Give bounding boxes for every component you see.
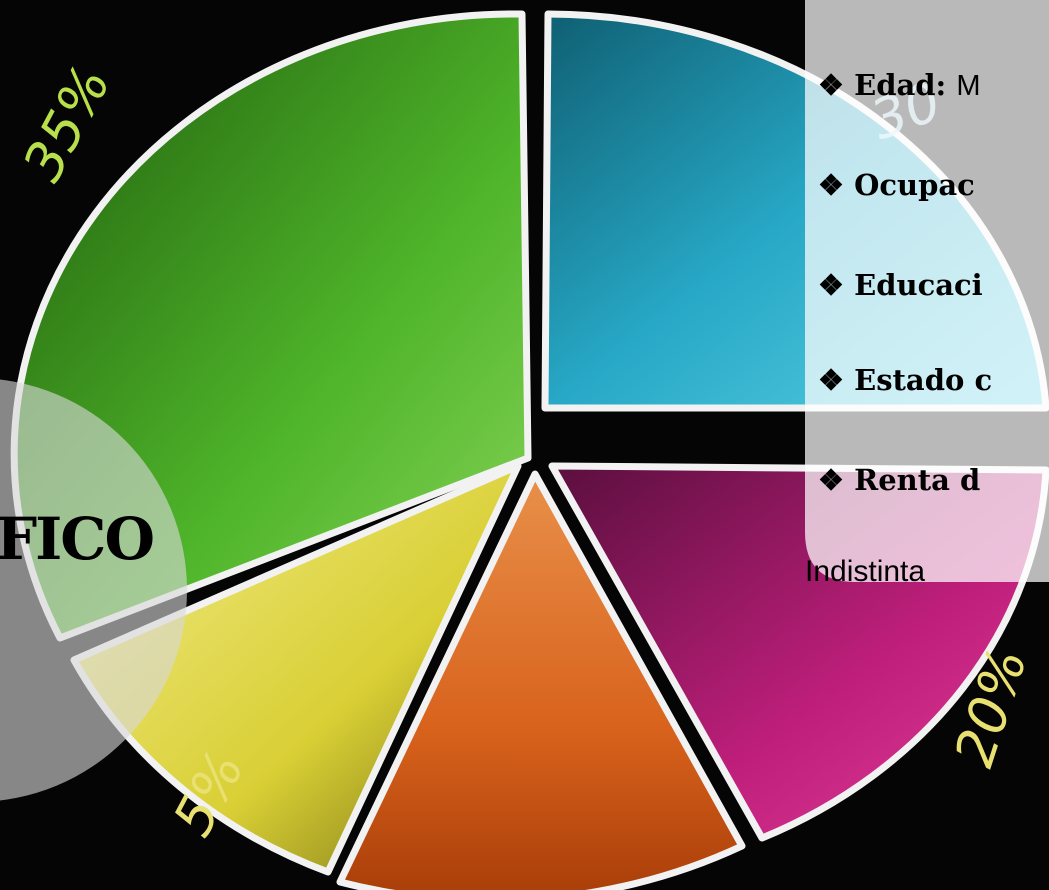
bullet-marker: ❖ <box>818 168 844 202</box>
title-circle <box>0 379 187 801</box>
bullet: ❖ Ocupac <box>818 168 975 202</box>
bullet: ❖ Renta d <box>818 463 980 497</box>
bullet-label: Educaci <box>854 268 983 302</box>
bullet-label: Estado c <box>854 363 993 397</box>
bullet-text: M <box>956 70 981 102</box>
bullet-marker: ❖ <box>818 68 844 102</box>
bullet-label: Ocupac <box>854 168 975 202</box>
bullet-label: Renta d <box>854 463 981 497</box>
bullet-continuation: Indistinta <box>805 555 926 588</box>
text-panel <box>805 0 1049 582</box>
bullet-marker: ❖ <box>818 363 844 397</box>
bullet-label: Edad: <box>854 68 947 102</box>
bullet: ❖ Edad: M <box>818 68 981 103</box>
bullet: ❖ Estado c <box>818 363 992 397</box>
bullet-marker: ❖ <box>818 463 844 497</box>
pie-slice <box>336 470 746 890</box>
bullet-marker: ❖ <box>818 268 844 302</box>
bullet: ❖ Educaci <box>818 268 983 302</box>
slide-title: FICO <box>0 505 155 573</box>
pie-label: 35% <box>11 56 123 192</box>
